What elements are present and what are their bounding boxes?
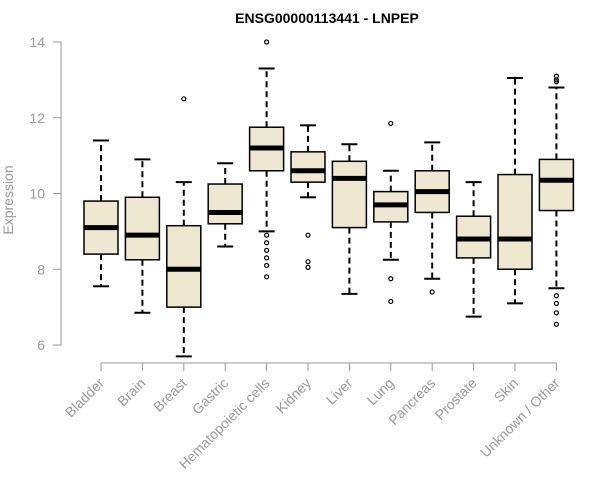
outlier-point (305, 264, 311, 270)
y-tick-label: 8 (37, 261, 45, 277)
box-unknown-other (538, 73, 575, 327)
box-lung (373, 120, 409, 305)
outlier-point (553, 77, 560, 83)
outlier-point (553, 79, 560, 85)
outlier-point (264, 255, 270, 261)
iqr-box (538, 158, 575, 212)
x-tick-label: Unknown / Other (477, 375, 563, 461)
outlier-point (305, 259, 311, 265)
x-tick-label: Prostate (432, 375, 480, 423)
outlier-point (388, 120, 394, 127)
x-tick-label: Breast (150, 375, 190, 415)
box-liver (331, 143, 368, 295)
box-kidney (290, 124, 326, 270)
outlier-point (264, 274, 270, 280)
iqr-box (207, 183, 243, 225)
box-pancreas (414, 141, 450, 295)
iqr-box (124, 196, 161, 261)
iqr-box (497, 173, 533, 270)
y-tick-label: 14 (29, 34, 45, 50)
outlier-point (388, 298, 394, 305)
outlier-point (264, 262, 270, 269)
iqr-box (331, 160, 368, 229)
box-prostate (455, 181, 492, 318)
outlier-point (264, 240, 270, 246)
y-tick-label: 10 (29, 186, 45, 202)
outlier-point (181, 96, 187, 102)
boxes-group (83, 39, 575, 358)
outlier-point (553, 300, 560, 306)
outlier-point (429, 289, 435, 295)
box-gastric (207, 162, 243, 248)
y-tick-label: 6 (37, 337, 45, 353)
chart-title: ENSG00000113441 - LNPEP (235, 10, 419, 26)
outlier-point (553, 293, 560, 299)
y-axis: 6 8 10 12 14 (29, 34, 62, 353)
iqr-box (290, 151, 326, 183)
outlier-point (264, 247, 270, 253)
box-brain (124, 158, 161, 314)
box-breast (166, 96, 202, 358)
x-tick-label: Liver (323, 375, 356, 408)
outlier-point (553, 321, 560, 327)
box-hematopoietic-cells (248, 39, 285, 280)
outlier-point (388, 276, 394, 282)
x-tick-label: Skin (491, 375, 522, 406)
outlier-point (305, 232, 311, 238)
y-tick-label: 12 (29, 110, 45, 126)
x-tick-label: Kidney (273, 375, 315, 417)
outlier-point (264, 232, 270, 238)
outlier-point (553, 310, 560, 316)
x-tick-label: Bladder (62, 375, 108, 421)
y-axis-label: Expression (0, 165, 16, 234)
x-tick-label: Brain (114, 375, 148, 409)
iqr-box (166, 224, 202, 308)
outlier-point (264, 39, 270, 45)
box-bladder (83, 139, 119, 288)
box-skin (497, 76, 533, 305)
x-tick-label: Lung (364, 375, 397, 408)
